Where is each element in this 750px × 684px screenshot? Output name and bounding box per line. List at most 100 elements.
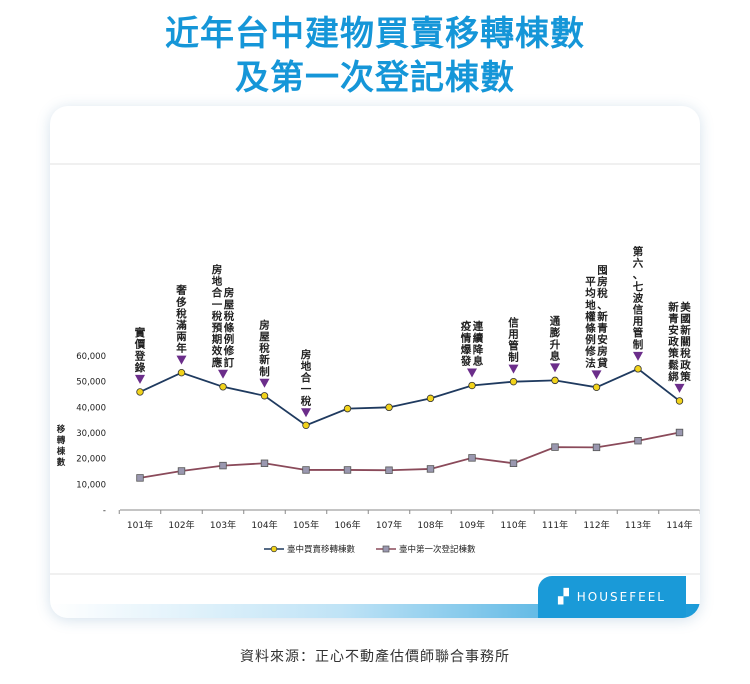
- legend-label: 臺中第一次登記棟數: [399, 544, 476, 555]
- annotation-char: 信: [633, 303, 644, 316]
- series-1-point: [385, 403, 393, 412]
- series-1-point: [675, 397, 684, 405]
- annotation-char: 美: [680, 300, 691, 313]
- annotation-char: 用: [632, 316, 644, 328]
- annotation-char: 合: [211, 286, 223, 299]
- source-note: 資料來源：正心不動產估價師聯合事務所: [240, 649, 510, 665]
- y-tick-label: 10,000: [76, 480, 106, 490]
- legend-swatch-marker: [270, 545, 278, 553]
- annotation-char: 用: [507, 328, 519, 340]
- annotation-char: 稅: [597, 287, 608, 300]
- annotation-char: 期: [212, 333, 223, 346]
- annotation-char: 一: [301, 384, 312, 396]
- annotation-char: 地: [212, 275, 223, 288]
- y-axis-title-char: 移: [57, 424, 66, 435]
- annotation-char: 房: [259, 318, 270, 331]
- annotation-char: 、: [633, 269, 644, 281]
- annotation-char: 情: [461, 331, 472, 344]
- annotation-char: 新: [680, 324, 691, 337]
- annotation-char: 疫: [461, 320, 472, 333]
- x-tick-label: 112年: [583, 519, 609, 531]
- y-axis-title-char: 棟: [57, 446, 66, 457]
- annotation-arrow: [633, 351, 643, 361]
- series-2-point: [426, 465, 435, 473]
- annotation-arrow: [467, 368, 477, 378]
- series-2-point: [468, 454, 476, 462]
- annotation-arrow: [218, 369, 228, 379]
- annotation-char: 新: [597, 310, 608, 323]
- annotation-char: 六: [633, 257, 644, 270]
- chart-title-line1: 近年台中建物買賣移轉棟數: [165, 14, 585, 54]
- annotation-char: 波: [633, 291, 644, 304]
- annotation-char: 條: [224, 321, 235, 334]
- annotation-char: 錄: [135, 361, 146, 374]
- annotation-char: 均: [585, 287, 596, 300]
- annotation-char: 侈: [175, 295, 187, 308]
- series-1-point: [260, 392, 269, 400]
- annotation-char: 房: [212, 263, 223, 276]
- series-2-point: [177, 467, 186, 475]
- annotation-arrow: [508, 364, 519, 374]
- annotation-char: 平: [585, 276, 596, 288]
- series-1-point: [509, 377, 518, 386]
- annotation-char: 發: [460, 355, 472, 368]
- y-axis-title-char: 轉: [57, 435, 66, 446]
- annotation-char: 例: [224, 333, 235, 346]
- annotation-char: 息: [473, 355, 484, 368]
- line-chart: - 10,000 20,000 30,000 40,000 50,000 60,000 移轉棟…: [50, 163, 700, 575]
- annotation-char: 稅: [176, 307, 187, 320]
- series-1-point: [634, 365, 642, 373]
- annotation-char: 登: [134, 349, 146, 362]
- annotation-char: 制: [508, 351, 519, 364]
- annotation-char: 、: [597, 299, 608, 311]
- series-1-point: [551, 376, 559, 385]
- annotation-char: 稅: [212, 309, 223, 322]
- annotation-arrow: [591, 370, 602, 380]
- series-1-point: [177, 368, 186, 377]
- series-2-point: [343, 466, 352, 474]
- x-tick-label: 111年: [542, 519, 568, 531]
- annotation-char: 年: [176, 342, 187, 355]
- annotation-char: 地: [301, 360, 312, 373]
- series-line-2: [139, 431, 680, 479]
- x-tick-label: 114年: [666, 519, 692, 531]
- annotation-char: 制: [633, 338, 644, 351]
- annotation-char: 權: [585, 310, 596, 323]
- series-2-point: [385, 466, 393, 474]
- y-tick-label: 20,000: [76, 455, 106, 465]
- annotation-arrow: [135, 374, 145, 384]
- annotation-char: 囤: [597, 265, 608, 277]
- x-tick-label: 104年: [251, 519, 277, 531]
- annotation-char: 稅: [680, 347, 691, 360]
- annotation-char: 兩: [176, 331, 187, 343]
- annotation-char: 關: [680, 336, 691, 348]
- annotation-arrow: [674, 383, 685, 393]
- series-1-point: [136, 388, 144, 396]
- annotation-char: 價: [134, 338, 146, 351]
- annotation-char: 條: [585, 322, 596, 335]
- series-1-point: [468, 381, 476, 390]
- annotation-char: 實: [135, 326, 146, 339]
- chart-card: - 10,000 20,000 30,000 40,000 50,000 60,000 移轉棟…: [50, 106, 700, 618]
- y-tick-label: -: [103, 506, 106, 516]
- annotation-char: 政: [680, 358, 691, 371]
- x-tick-label: 109年: [459, 519, 485, 531]
- y-tick-label: 60,000: [76, 352, 106, 362]
- annotation-char: 鬆: [668, 358, 679, 371]
- annotation-char: 稅: [224, 309, 235, 322]
- x-tick-label: 105年: [293, 519, 319, 531]
- annotation-char: 屋: [259, 331, 270, 343]
- annotation-char: 新: [259, 353, 270, 366]
- x-tick-label: 101年: [127, 519, 153, 531]
- annotation-char: 通: [550, 316, 561, 328]
- series-2-point: [219, 461, 227, 470]
- x-tick-label: 107年: [376, 519, 402, 531]
- annotation-char: 訂: [224, 356, 235, 369]
- series-2-point: [551, 443, 559, 451]
- series-2-point: [302, 466, 310, 474]
- annotation-char: 法: [585, 356, 596, 369]
- x-tick-label: 102年: [168, 519, 194, 531]
- chart-title-line2: 及第一次登記棟數: [235, 58, 515, 98]
- legend-label: 臺中買賣移轉棟數: [287, 544, 356, 555]
- annotation-char: 青: [597, 322, 608, 335]
